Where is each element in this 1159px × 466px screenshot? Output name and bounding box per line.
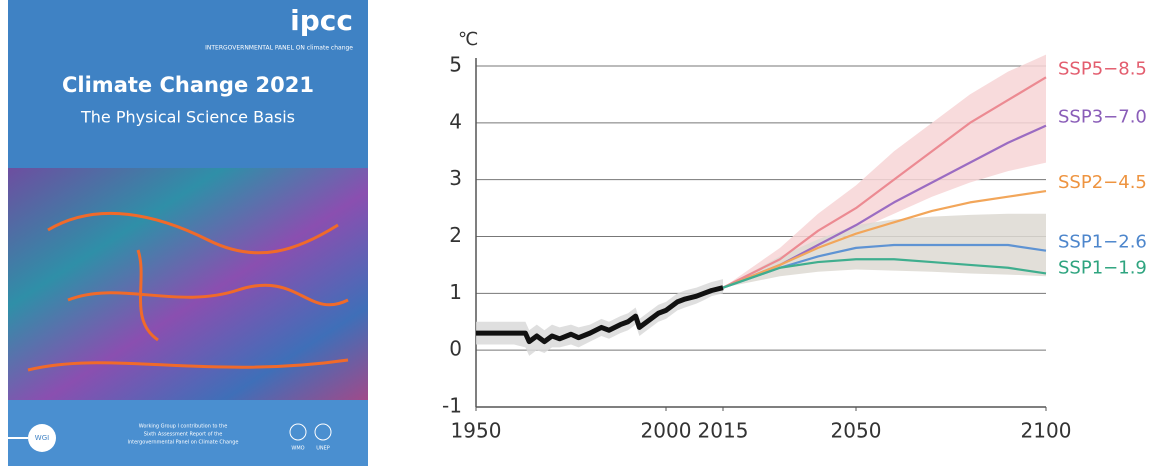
y-tick-label: 1: [449, 280, 462, 304]
y-tick-label: 2: [449, 223, 462, 247]
x-tick-label: 2050: [831, 419, 882, 443]
line: [476, 285, 724, 345]
y-tick-label: 3: [449, 166, 462, 190]
y-tick-label: 0: [449, 337, 462, 361]
cover-coastlines: [27, 211, 349, 372]
series-label: SSP1−2.6: [1058, 232, 1147, 253]
cover-badge-shape: [28, 424, 56, 452]
cover-partner: WMO: [291, 446, 304, 452]
cover-title: Climate Change 2021: [62, 73, 314, 97]
series-label: SSP3−7.0: [1058, 107, 1147, 128]
cover-badge: WGI: [35, 434, 49, 442]
cover-org: INTERGOVERNMENTAL PANEL ON climate chang…: [205, 45, 353, 52]
y-tick-label: 5: [449, 53, 462, 77]
x-tick-label: 1950: [451, 419, 502, 443]
x-tick-label: 2100: [1021, 419, 1072, 443]
series-label: SSP1−1.9: [1058, 258, 1147, 279]
series-label: SSP5−8.5: [1058, 58, 1147, 79]
line: [722, 76, 1047, 289]
cover-image: [8, 168, 368, 400]
cover-footer-text: Working Group I contribution to the: [139, 424, 228, 430]
line: [722, 258, 1047, 289]
cover-footer-text: Sixth Assessment Report of the: [144, 432, 223, 438]
uncertainty-band: [723, 213, 1046, 288]
cover-logo: ipcc: [290, 4, 353, 37]
y-tick-label: 4: [449, 109, 462, 133]
cover-partner: UNEP: [316, 446, 330, 452]
uncertainty-band: [476, 279, 723, 356]
cover-footer: [8, 400, 368, 466]
cover-subtitle: The Physical Science Basis: [80, 108, 295, 127]
book-cover: ipcc INTERGOVERNMENTAL PANEL ON climate …: [8, 0, 368, 466]
y-axis-unit: ℃: [458, 29, 478, 50]
line: [722, 189, 1047, 289]
uncertainty-band: [723, 54, 1046, 288]
cover-partner-logo: [289, 423, 307, 441]
line: [722, 243, 1047, 289]
x-tick-label: 2000: [641, 419, 692, 443]
x-tick-label: 2015: [698, 419, 749, 443]
chart: ℃ -1 0 1 2 3 4 5 1950 2000 2015 2050 2100 SSP5−8.5 SS…: [442, 29, 1147, 443]
series-label: SSP2−4.5: [1058, 172, 1147, 193]
y-tick-label: -1: [442, 394, 462, 418]
cover-partner-logo: [314, 423, 332, 441]
cover-footer-text: Intergovernmental Panel on Climate Chang…: [127, 440, 238, 446]
